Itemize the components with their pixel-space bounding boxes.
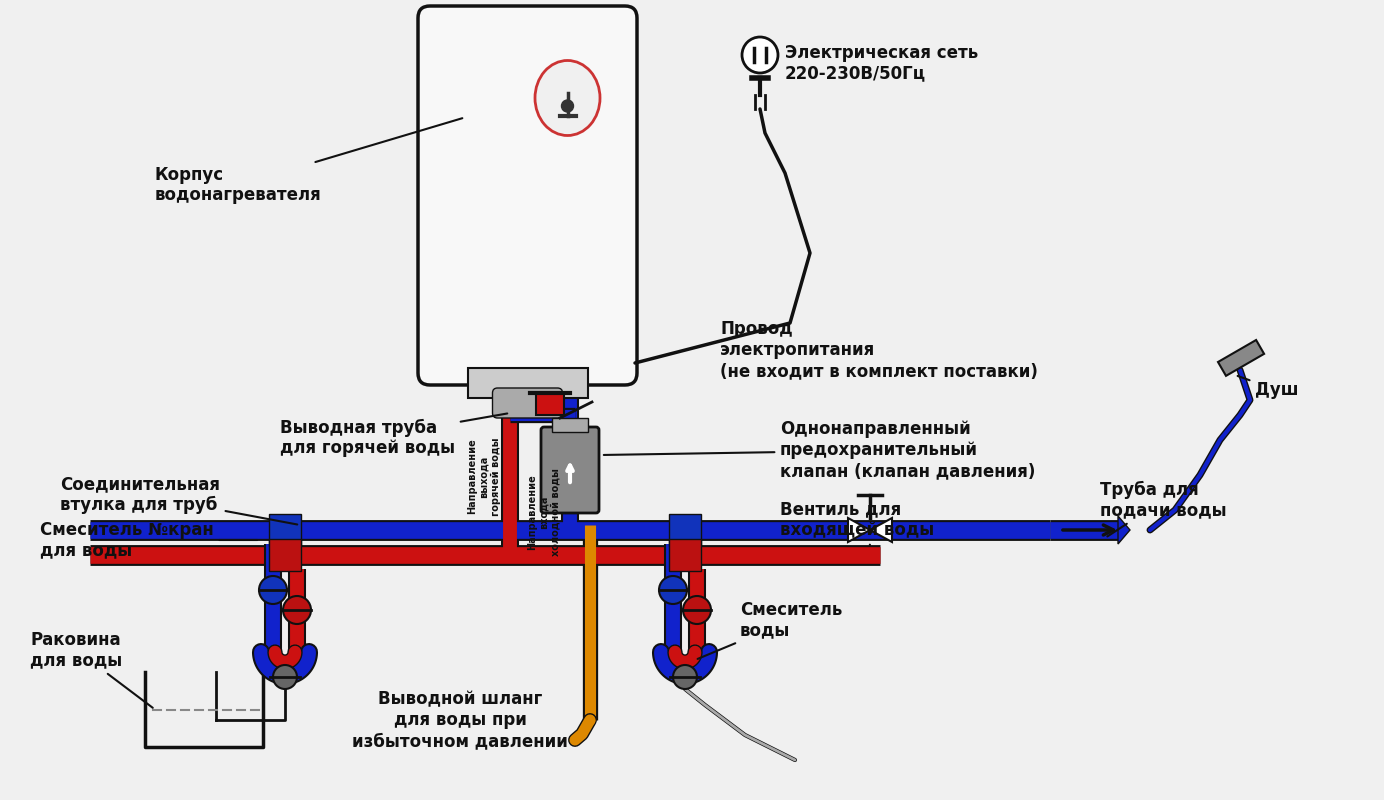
Text: Направление
входа
холодной воды: Направление входа холодной воды — [527, 469, 561, 557]
Ellipse shape — [536, 61, 601, 135]
Text: Смеситель
воды: Смеситель воды — [698, 601, 843, 659]
Text: Однонаправленный
предохранительный
клапан (клапан давления): Однонаправленный предохранительный клапа… — [603, 420, 1035, 480]
Text: Душ: Душ — [1237, 376, 1298, 399]
Text: Электрическая сеть
220-230В/50Гц: Электрическая сеть 220-230В/50Гц — [785, 43, 978, 82]
Circle shape — [273, 665, 298, 689]
Polygon shape — [871, 518, 893, 542]
Circle shape — [673, 665, 698, 689]
Bar — [668, 514, 702, 546]
Text: Раковина
для воды: Раковина для воды — [30, 630, 152, 708]
Circle shape — [259, 576, 286, 604]
Circle shape — [659, 576, 686, 604]
Polygon shape — [1118, 516, 1129, 544]
FancyBboxPatch shape — [541, 427, 599, 513]
Text: Корпус
водонагревателя: Корпус водонагревателя — [155, 118, 462, 204]
Circle shape — [742, 37, 778, 73]
Text: Смеситель №кран
для воды: Смеситель №кран для воды — [40, 521, 257, 559]
Bar — [536, 393, 565, 415]
FancyBboxPatch shape — [418, 6, 637, 385]
Bar — [268, 514, 300, 546]
Circle shape — [282, 596, 311, 624]
Text: Выводная труба
для горячей воды: Выводная труба для горячей воды — [280, 414, 508, 458]
Text: Труба для
подачи воды: Труба для подачи воды — [1100, 481, 1226, 537]
Circle shape — [562, 100, 573, 112]
Text: Провод
электропитания
(не входит в комплект поставки): Провод электропитания (не входит в компл… — [720, 320, 1038, 380]
Bar — [468, 368, 587, 398]
Text: Направление
выхода
горячей воды: Направление выхода горячей воды — [468, 438, 501, 516]
Bar — [552, 418, 588, 432]
Bar — [668, 539, 702, 571]
Bar — [1218, 340, 1264, 376]
Bar — [268, 539, 300, 571]
Text: Вентиль для
входящей воды: Вентиль для входящей воды — [781, 501, 934, 545]
Text: Выводной шланг
для воды при
избыточном давлении: Выводной шланг для воды при избыточном д… — [352, 690, 567, 750]
Polygon shape — [848, 518, 871, 542]
FancyBboxPatch shape — [493, 388, 562, 418]
Text: Соединительная
втулка для труб: Соединительная втулка для труб — [60, 475, 298, 525]
Circle shape — [682, 596, 711, 624]
